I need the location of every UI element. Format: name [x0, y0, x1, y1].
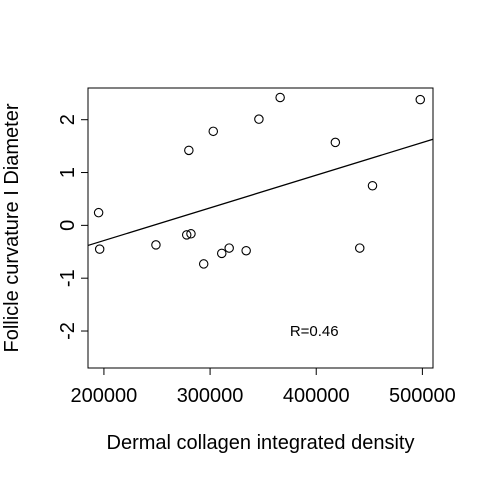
- data-point: [181, 230, 192, 240]
- x-axis: 200000 300000 400000 500000: [71, 368, 456, 407]
- data-point: [184, 145, 194, 156]
- x-tick-label: 300000: [177, 385, 244, 407]
- y-axis-label: Follicle curvature I Diameter: [1, 103, 23, 352]
- data-point: [186, 229, 196, 239]
- x-tick-label: 400000: [283, 385, 350, 407]
- data-point: [355, 243, 365, 253]
- data-point: [415, 94, 426, 105]
- fit-line-group: [87, 138, 434, 247]
- y-tick-label: 2: [57, 114, 79, 125]
- data-point: [94, 244, 105, 254]
- data-point: [224, 243, 234, 253]
- y-tick-label: -2: [57, 322, 79, 340]
- data-point: [367, 180, 378, 191]
- data-point: [151, 240, 161, 250]
- x-axis-label: Dermal collagen integrated density: [107, 432, 415, 454]
- data-point: [93, 207, 104, 218]
- data-point: [208, 126, 219, 137]
- data-point: [241, 245, 251, 256]
- x-tick-label: 200000: [71, 385, 138, 407]
- data-point: [275, 92, 285, 103]
- y-tick-label: -1: [57, 269, 79, 287]
- correlation-annotation: R=0.46: [290, 323, 339, 340]
- regression-line: [87, 138, 434, 247]
- y-tick-label: 0: [57, 220, 79, 231]
- data-point: [330, 137, 341, 148]
- data-point: [217, 248, 227, 259]
- data-point: [254, 114, 264, 124]
- points-group: [93, 92, 426, 269]
- plot-frame: [87, 87, 434, 369]
- x-tick-label: 500000: [389, 385, 456, 407]
- data-point: [198, 259, 209, 269]
- y-axis: -2 -1 0 1 2: [57, 114, 88, 340]
- y-tick-label: 1: [57, 167, 79, 178]
